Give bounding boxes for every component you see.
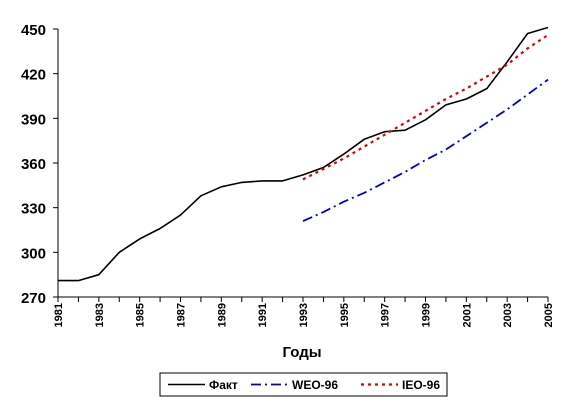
x-tick-label: 2005 (543, 303, 555, 327)
y-tick-label: 450 (21, 22, 46, 39)
series-line-2 (302, 78, 549, 222)
legend-label-3: IEO-96 (402, 378, 440, 392)
x-tick-label: 2001 (461, 303, 473, 327)
x-tick-label: 1987 (176, 303, 188, 327)
y-axis: 270 300 330 360 390 420 450 (21, 22, 58, 307)
x-tick-label: 1991 (257, 303, 269, 327)
x-tick-label: 2003 (502, 303, 514, 327)
y-tick-label: 330 (21, 201, 46, 218)
x-axis: 1981 1983 1985 1987 1989 1991 1993 1995 1997 1999… (53, 297, 555, 327)
x-tick-label: 1995 (339, 303, 351, 327)
x-axis-title: Годы (282, 344, 321, 361)
y-tick-label: 300 (21, 245, 46, 262)
x-tick-label: 1983 (94, 303, 106, 327)
y-tick-label: 360 (21, 156, 46, 173)
x-tick-label: 1999 (421, 303, 433, 327)
y-tick-label: 420 (21, 67, 46, 84)
x-tick-label: 1993 (298, 303, 310, 327)
legend-box (159, 372, 448, 397)
series-line-1 (58, 26, 549, 282)
x-tick-label: 1985 (135, 303, 147, 327)
series-line-3 (302, 34, 549, 181)
x-tick-label: 1981 (53, 303, 65, 327)
legend: Факт WEO-96 IEO-96 (159, 372, 448, 397)
y-tick-label: 390 (21, 111, 46, 128)
plot-area (57, 29, 548, 298)
series-layer (58, 26, 549, 282)
legend-label-1: Факт (209, 378, 238, 392)
y-tick-label: 270 (21, 290, 46, 307)
x-tick-label: 1997 (380, 303, 392, 327)
legend-label-2: WEO-96 (292, 378, 338, 392)
x-tick-label: 1989 (216, 303, 228, 327)
